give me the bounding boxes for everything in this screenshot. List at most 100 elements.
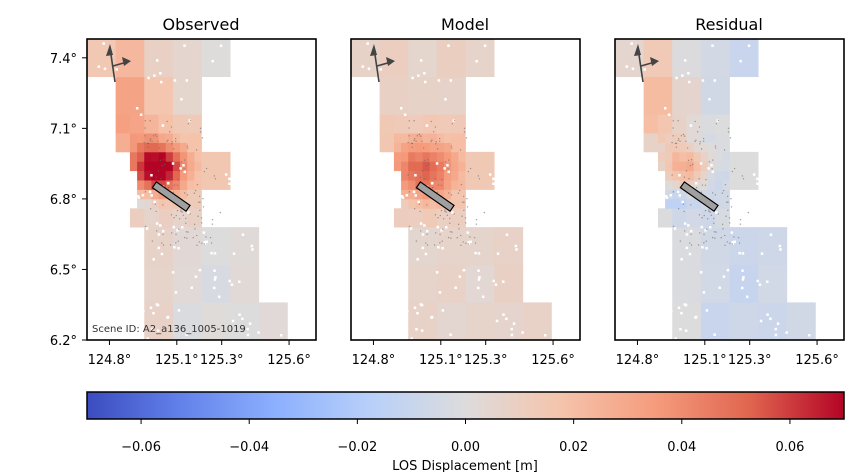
heatmap-cell <box>408 227 438 266</box>
no-data-pixel <box>228 182 231 185</box>
no-data-pixel <box>807 334 811 337</box>
sample-point <box>407 141 409 144</box>
no-data-pixel <box>156 303 160 307</box>
sample-point <box>467 243 469 245</box>
sample-point <box>421 140 423 142</box>
x-tick-label: 124.8° <box>352 353 396 368</box>
heatmap-cell <box>708 133 716 143</box>
heatmap-cell <box>408 180 416 190</box>
no-data-pixel <box>416 258 419 261</box>
heatmap-cell <box>151 142 159 153</box>
sample-point <box>463 209 465 212</box>
heatmap-cell <box>137 161 145 172</box>
sample-point <box>154 203 157 205</box>
heatmap-cell <box>165 180 174 190</box>
sample-point <box>192 237 194 239</box>
no-data-pixel <box>510 327 513 331</box>
colorbar: −0.06 −0.04 −0.02 0.00 0.02 0.04 0.06 LOS Disp… <box>86 391 845 472</box>
sample-point <box>733 167 736 170</box>
heatmap-cell <box>393 142 402 153</box>
sample-point <box>677 138 680 140</box>
heatmap-cell <box>144 208 159 228</box>
no-data-pixel <box>701 79 705 82</box>
no-data-pixel <box>137 196 141 199</box>
heatmap-cell <box>151 151 159 162</box>
heatmap-cell <box>172 170 181 181</box>
sample-point <box>450 194 453 196</box>
heatmap-cell <box>715 180 723 190</box>
fault-plane-outline <box>415 181 455 213</box>
heatmap-cell <box>436 76 466 115</box>
no-data-pixel <box>416 311 419 315</box>
sample-point <box>459 149 462 151</box>
sample-point <box>742 178 745 180</box>
sample-point <box>683 135 686 137</box>
heatmap-cell <box>393 114 409 134</box>
sample-point <box>211 223 214 225</box>
heatmap-cell <box>151 170 159 181</box>
sample-point <box>426 233 428 236</box>
heatmap-cell <box>129 208 145 228</box>
no-data-pixel <box>419 222 423 225</box>
sample-point <box>729 222 731 224</box>
sample-point <box>451 123 454 125</box>
y-tick-label: 6.8° <box>50 193 77 208</box>
no-data-pixel <box>477 278 481 281</box>
heatmap-cell <box>172 180 181 190</box>
no-data-pixel <box>477 269 480 272</box>
sample-point <box>466 206 469 208</box>
heatmap-cell <box>715 133 730 153</box>
no-data-pixel <box>210 251 213 255</box>
heatmap-cell <box>165 142 174 153</box>
heatmap-cell <box>144 198 152 209</box>
no-data-pixel <box>443 167 446 170</box>
sample-point <box>144 225 147 228</box>
no-data-pixel <box>159 72 162 75</box>
no-data-pixel <box>797 299 800 302</box>
sample-point <box>457 192 460 194</box>
sample-point <box>167 186 170 189</box>
heatmap-cell <box>758 264 788 303</box>
look-direction-arrow-icon <box>112 57 131 67</box>
sample-point <box>411 146 414 149</box>
sample-point <box>730 206 733 208</box>
heatmap-cell <box>643 39 673 78</box>
no-data-pixel <box>430 182 434 185</box>
sample-point <box>687 159 690 162</box>
sample-point <box>149 139 151 142</box>
heatmap-cell <box>201 264 231 303</box>
no-data-pixel <box>147 76 150 80</box>
no-data-pixel <box>467 242 471 245</box>
no-data-pixel <box>689 124 693 127</box>
no-data-pixel <box>214 276 217 279</box>
heatmap-cell <box>708 151 716 162</box>
sample-point <box>196 244 198 247</box>
no-data-pixel <box>246 327 249 331</box>
sample-point <box>214 178 217 180</box>
sample-point <box>688 177 690 180</box>
no-data-pixel <box>136 195 140 198</box>
no-data-pixel <box>669 193 673 197</box>
heatmap-cell <box>708 142 716 153</box>
no-data-pixel <box>766 213 770 216</box>
sample-point <box>717 119 720 122</box>
no-data-pixel <box>306 337 309 340</box>
sample-point <box>431 186 434 189</box>
sample-point <box>682 203 685 205</box>
no-data-pixel <box>741 252 745 255</box>
heatmap-cell <box>715 189 730 209</box>
no-data-pixel <box>171 162 175 165</box>
heatmap-cell <box>115 133 131 153</box>
heatmap-cell <box>172 114 188 134</box>
x-tick-label: 125.6° <box>267 353 311 368</box>
no-data-pixel <box>190 286 193 290</box>
no-data-pixel <box>194 275 198 278</box>
sample-point <box>672 127 674 129</box>
sample-point <box>201 242 203 245</box>
heatmap-cell <box>679 133 687 143</box>
no-data-pixel <box>248 322 252 325</box>
no-data-pixel <box>769 317 772 321</box>
sample-point <box>739 223 742 225</box>
sample-point <box>213 175 216 177</box>
heatmap-cell <box>172 151 181 162</box>
